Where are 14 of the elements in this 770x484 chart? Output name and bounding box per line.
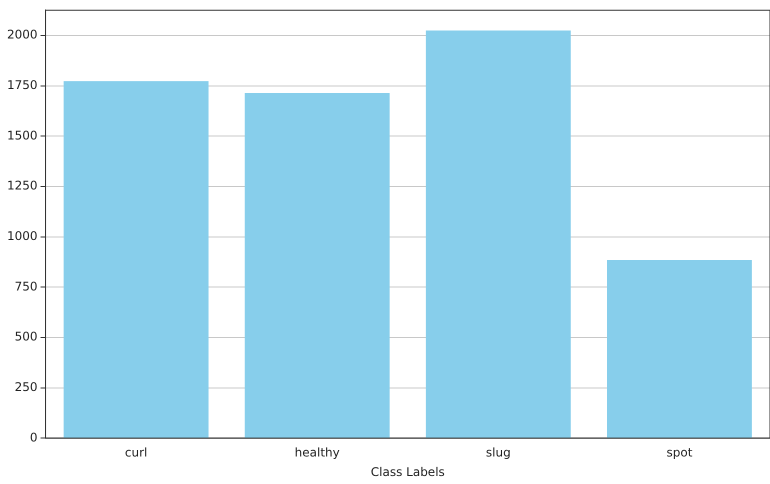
x-tick-label: healthy	[294, 446, 340, 460]
y-tick-label: 0	[30, 430, 38, 444]
y-tick-label: 750	[14, 279, 38, 294]
y-tick-label: 1500	[6, 128, 38, 142]
y-tick-label: 2000	[6, 28, 38, 42]
x-tick-label: spot	[666, 446, 693, 460]
y-tick-label: 250	[14, 380, 38, 394]
x-axis-title: Class Labels	[370, 464, 445, 479]
x-tick-label: curl	[124, 446, 148, 460]
y-tick-label: 1750	[6, 78, 38, 92]
x-tick-label: slug	[486, 446, 511, 460]
y-tick-label: 1000	[6, 229, 38, 244]
y-tick-label: 500	[14, 330, 38, 344]
y-tick-label: 1250	[6, 178, 38, 193]
